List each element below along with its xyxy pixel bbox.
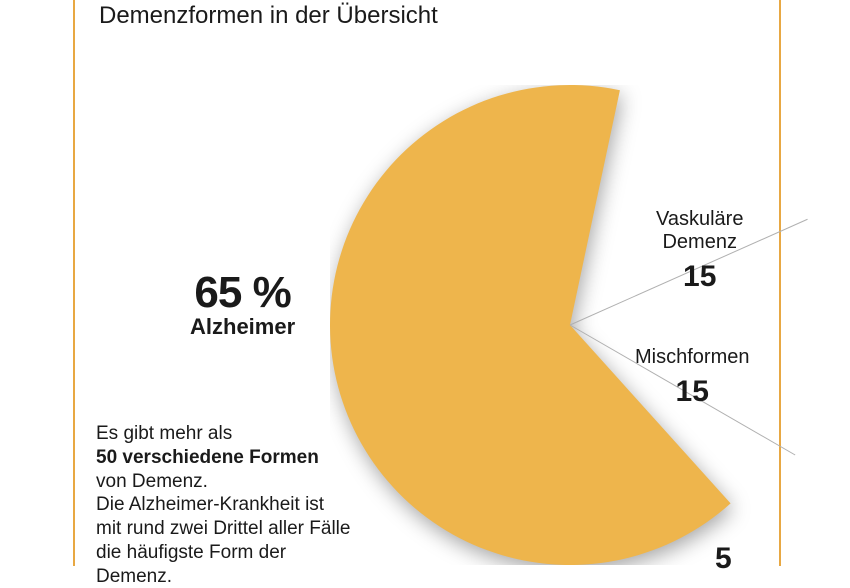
- label-rest-value: 5: [715, 542, 732, 576]
- footnote-text: Es gibt mehr als 50 verschiedene Formen …: [96, 422, 366, 588]
- label-vascular-name2: Demenz: [656, 231, 743, 254]
- main-slice-name: Alzheimer: [190, 314, 295, 340]
- label-rest: 5: [715, 536, 732, 576]
- footnote-l6: die häufigste Form der Demenz.: [96, 542, 286, 587]
- footnote-l5: mit rund zwei Drittel aller Fälle: [96, 518, 350, 539]
- label-mixed-value: 15: [635, 375, 749, 409]
- footnote-l2: 50 verschiedene Formen: [96, 447, 319, 468]
- label-mixed-name: Mischformen: [635, 346, 749, 369]
- footnote-l1: Es gibt mehr als: [96, 423, 232, 444]
- label-mixed: Mischformen 15: [635, 346, 749, 409]
- chart-title: Demenzformen in der Übersicht: [99, 2, 438, 30]
- label-vascular: Vaskuläre Demenz 15: [656, 208, 743, 294]
- footnote-l4: Die Alzheimer-Krankheit ist: [96, 494, 324, 515]
- main-slice-percent: 65 %: [190, 268, 295, 318]
- label-vascular-value: 15: [656, 260, 743, 294]
- footnote-l3: von Demenz.: [96, 471, 208, 492]
- pie-chart: [330, 85, 810, 565]
- main-slice-label: 65 % Alzheimer: [190, 268, 295, 340]
- label-vascular-name1: Vaskuläre: [656, 208, 743, 231]
